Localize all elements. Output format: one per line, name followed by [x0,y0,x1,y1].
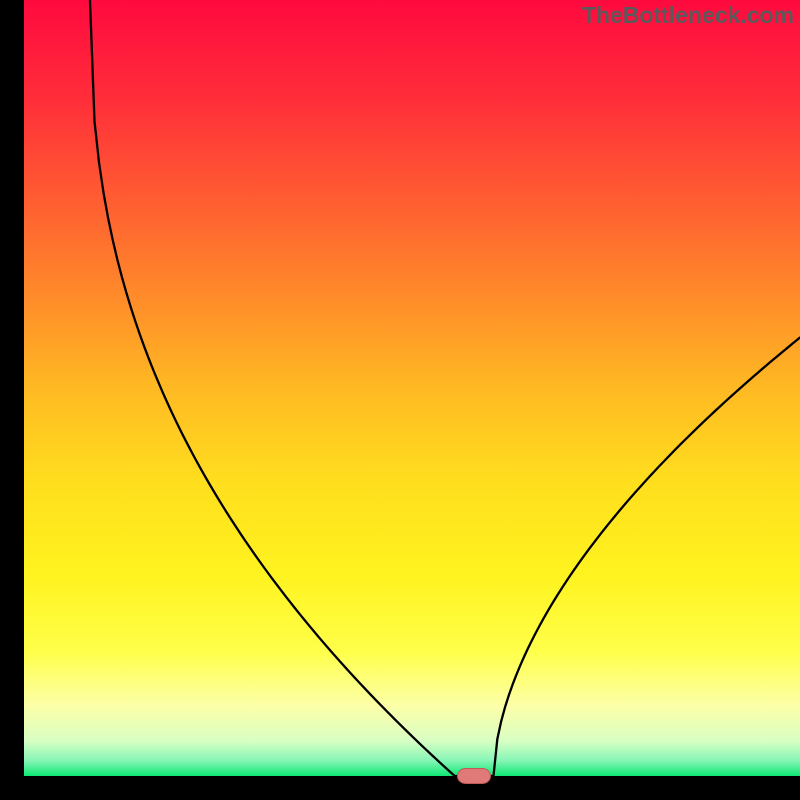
frame-left-border [0,0,24,800]
watermark-text: TheBottleneck.com [582,2,794,29]
frame-bottom-border [0,776,800,800]
plot-area [24,0,800,776]
bottleneck-marker-icon [457,768,491,784]
plot-svg [24,0,800,776]
chart-container: TheBottleneck.com [0,0,800,800]
gradient-background [24,0,800,776]
bottleneck-marker [457,768,491,784]
